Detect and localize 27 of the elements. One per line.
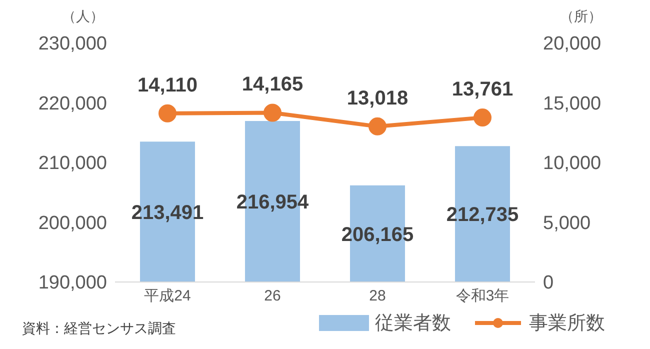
- data-label: 14,110: [137, 74, 198, 96]
- legend-label: 従業者数: [374, 312, 451, 336]
- data-label: 14,165: [242, 74, 304, 96]
- legend-label: 事業所数: [528, 312, 605, 336]
- y2-tick-label: 0: [543, 272, 554, 294]
- y-axis-title: （人）: [62, 8, 104, 26]
- y-tick-label: 190,000: [38, 272, 107, 294]
- y2-axis-title: （所）: [560, 8, 602, 26]
- point: [158, 104, 176, 122]
- point: [368, 117, 386, 136]
- data-label: 13,018: [346, 87, 408, 110]
- x-tick-label: 26: [264, 288, 281, 305]
- y2-tick-label: 5,000: [543, 212, 591, 234]
- y-tick-label: 200,000: [38, 212, 107, 234]
- data-label: 13,761: [452, 78, 514, 101]
- x-tick-label: 平成24: [144, 288, 191, 305]
- y2-tick-label: 15,000: [543, 93, 602, 114]
- y2-tick-label: 10,000: [543, 153, 602, 174]
- x-tick-label: 28: [369, 288, 386, 305]
- y-tick-label: 210,000: [38, 153, 107, 174]
- y-tick-label: 230,000: [38, 34, 107, 55]
- y-tick-label: 220,000: [38, 93, 107, 114]
- y2-tick-label: 20,000: [543, 34, 602, 55]
- point: [474, 108, 492, 127]
- x-tick-label: 令和3年: [456, 288, 510, 305]
- text: 資料：経営センサス調査: [22, 320, 176, 338]
- point: [264, 104, 282, 122]
